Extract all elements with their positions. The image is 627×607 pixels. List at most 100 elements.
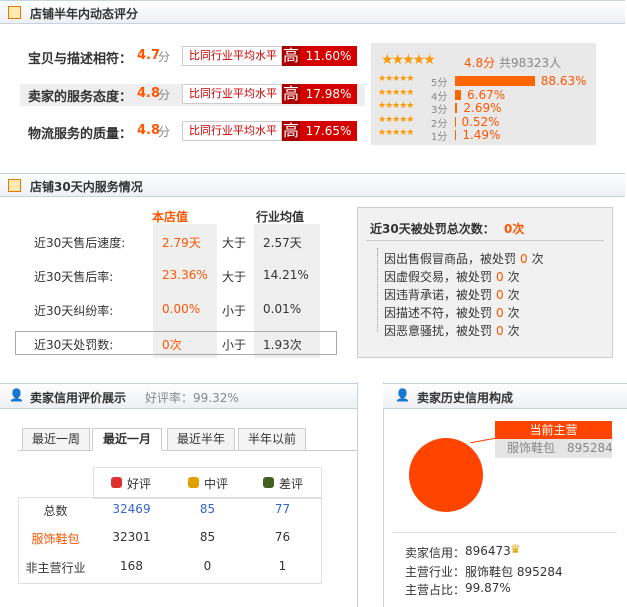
shop-value: 2.79天	[162, 236, 201, 250]
stars: ★★★★★	[381, 52, 436, 68]
compare: 小于	[222, 304, 247, 318]
section-title: 卖家历史信用构成	[417, 391, 514, 405]
penalty-unit: 次	[507, 270, 520, 284]
penalty-reason: 因出售假冒商品，被处罚	[384, 252, 517, 266]
penalty-reason: 因描述不符，被处罚	[384, 306, 493, 320]
row-unit: 分	[158, 125, 171, 139]
section-header: 店铺半年内动态评分	[0, 0, 625, 24]
tooltip-value: 895284	[567, 441, 613, 455]
ratio-value: 99.87%	[465, 581, 511, 595]
column-bg	[254, 224, 320, 358]
row-label: 近30天售后速度:	[34, 236, 126, 250]
row-unit: 分	[158, 87, 171, 102]
table-cell[interactable]: 32469	[112, 502, 151, 516]
penalty-item: 因违背承诺，被处罚 0 次	[384, 286, 524, 303]
table-frame	[18, 497, 322, 584]
penalty-count: 0	[496, 306, 504, 320]
star-label: 4分	[431, 91, 448, 103]
penalty-box: 近30天被处罚总次数： 0次 因出售假冒商品，被处罚 0 次因虚假交易，被处罚 0 次因…	[357, 207, 613, 358]
tab[interactable]: 半年以前	[238, 428, 306, 451]
row-score: 4.7	[137, 48, 161, 63]
section-title: 店铺半年内动态评分	[30, 7, 139, 21]
section-header: 店铺30天内服务情况	[0, 173, 625, 197]
section-header: 👤 卖家历史信用构成	[383, 383, 627, 409]
penalty-total: 0次	[504, 222, 525, 236]
summary-total: 共98323人	[499, 56, 562, 70]
credit-label: 卖家信用：	[405, 546, 466, 560]
mini-stars: ★★★★★	[378, 87, 414, 98]
level: 高	[282, 121, 300, 141]
table-cell[interactable]: 77	[274, 502, 291, 516]
bar	[455, 89, 461, 100]
tree-line	[377, 248, 378, 332]
tooltip-category: 服饰鞋包	[507, 441, 556, 455]
penalty-unit: 次	[507, 306, 520, 320]
row-label: 宝贝与描述相符：	[28, 52, 133, 67]
penalty-item: 因出售假冒商品，被处罚 0 次	[384, 250, 548, 267]
shop-value: 23.36%	[162, 268, 208, 282]
table-cell: 168	[120, 559, 143, 573]
bar	[455, 103, 458, 113]
row-label: 近30天售后率:	[34, 270, 114, 284]
star-label: 3分	[431, 105, 448, 116]
row-label: 服饰鞋包	[31, 531, 80, 546]
bar	[455, 116, 456, 127]
row-label: 总数	[43, 504, 68, 518]
penalty-unit: 次	[531, 252, 544, 266]
mini-stars: ★★★★★	[378, 128, 414, 138]
table-cell[interactable]: 85	[199, 502, 216, 516]
row-label: 物流服务的质量：	[28, 127, 133, 142]
table-cell: 0	[203, 559, 212, 573]
percent: 11.60%	[300, 46, 357, 66]
table-cell: 32301	[112, 529, 151, 544]
bar-label: 6.67%	[467, 87, 506, 102]
rating-icon	[263, 477, 274, 488]
avg-value: 1.93次	[263, 338, 302, 352]
row-label: 非主营行业	[25, 561, 86, 575]
star-label: 5分	[431, 78, 448, 89]
row-label: 近30天纠纷率:	[34, 304, 114, 318]
icon	[8, 179, 21, 192]
rating-icon	[188, 477, 199, 488]
credit-value: 896473	[465, 544, 511, 558]
shop-value: 0.00%	[162, 302, 201, 316]
section-title: 卖家信用评价展示	[30, 391, 127, 405]
compare: 比同行业平均水平	[182, 83, 282, 104]
column-title: 本店值	[152, 210, 189, 224]
penalty-count: 0	[520, 252, 528, 266]
tab[interactable]: 最近半年	[167, 428, 235, 451]
divider	[366, 240, 604, 241]
table-header: 差评	[279, 477, 304, 491]
table-cell: 85	[199, 529, 216, 544]
section-title: 店铺30天内服务情况	[30, 180, 143, 194]
star-label: 2分	[431, 118, 448, 130]
penalty-reason: 因恶意骚扰，被处罚	[384, 324, 493, 338]
column-bg	[153, 224, 217, 358]
percent: 17.98%	[300, 83, 357, 104]
penalty-reason: 因违背承诺，被处罚	[384, 288, 493, 302]
penalty-count: 0	[496, 270, 504, 284]
bar	[455, 130, 457, 140]
tab[interactable]: 最近一周	[22, 428, 90, 451]
penalty-count: 0	[496, 288, 504, 302]
panel	[0, 382, 358, 607]
tab[interactable]: 最近一月	[92, 428, 162, 451]
bar-label: 88.63%	[540, 74, 587, 88]
rating-icon	[111, 477, 122, 488]
section-header: 👤 卖家信用评价展示 好评率：99.32%	[0, 383, 357, 409]
avg-value: 0.01%	[263, 302, 302, 316]
row-label: 卖家的服务态度：	[28, 89, 133, 105]
compare: 比同行业平均水平	[182, 121, 282, 141]
summary-score: 4.8分	[464, 56, 496, 70]
mini-stars: ★★★★★	[378, 74, 414, 84]
ratio-label: 主营占比：	[405, 583, 466, 597]
pie	[409, 438, 483, 512]
penalty-item: 因虚假交易，被处罚 0 次	[384, 268, 524, 285]
bar-label: 2.69%	[463, 101, 502, 115]
table-head	[93, 467, 322, 499]
compare: 比同行业平均水平	[182, 46, 282, 66]
bar	[455, 76, 535, 86]
penalty-unit: 次	[507, 288, 520, 302]
row-border	[15, 331, 337, 355]
